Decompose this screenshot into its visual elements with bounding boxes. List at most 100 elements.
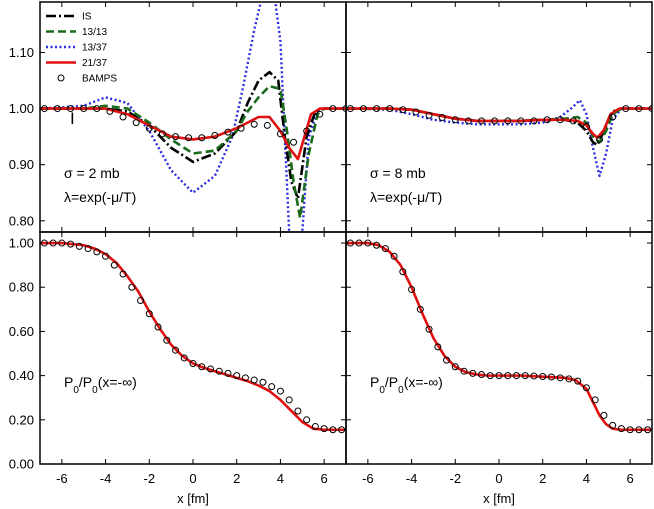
ticks <box>346 232 652 465</box>
bamps-point <box>574 377 582 385</box>
bamps-point <box>338 426 346 434</box>
bamps-point <box>530 372 538 380</box>
bamps-point <box>303 416 311 424</box>
bamps-point <box>93 105 101 113</box>
x-tick-label: -2 <box>144 471 156 486</box>
y-tick-label: 1.00 <box>9 236 34 251</box>
y-tick-label: 0.80 <box>9 213 34 228</box>
series-group <box>40 2 346 232</box>
bamps-point <box>329 426 337 434</box>
bamps-point <box>180 354 188 362</box>
bamps-point <box>198 134 206 142</box>
bamps-point <box>276 130 284 138</box>
bamps-point <box>250 376 258 384</box>
bamps-point <box>582 384 590 392</box>
y-tick-label: 1.10 <box>9 45 34 60</box>
bamps-point <box>137 296 145 304</box>
bamps-point <box>119 270 127 278</box>
bamps-point <box>342 105 346 113</box>
panel-bottom-right: -6 -4 -2 0 2 4 6 x [fm] P0/P0(x=-∞) <box>345 231 653 506</box>
y-tick-label: 0.90 <box>9 157 34 172</box>
bamps-point <box>425 111 433 119</box>
bamps-point <box>648 105 652 113</box>
bamps-point <box>224 128 232 136</box>
bamps-point <box>198 363 206 371</box>
legend-marker <box>57 74 65 82</box>
series-group <box>346 98 652 178</box>
cross-section-annotation: σ = 8 mb <box>370 165 426 181</box>
fugacity-annotation: λ=exp(-μ/T) <box>370 189 442 205</box>
cross-section-annotation: σ = 2 mb <box>64 165 120 181</box>
bamps-point <box>145 124 153 132</box>
series-line-21-37 <box>40 241 346 432</box>
bamps-point <box>600 411 608 419</box>
bamps-point <box>359 105 367 113</box>
bamps-point <box>40 105 48 113</box>
bamps-point <box>67 240 75 248</box>
x-tick-label: 2 <box>233 471 240 486</box>
bamps-point <box>543 116 551 124</box>
bamps-point <box>172 346 180 354</box>
bamps-point <box>626 426 634 434</box>
bamps-point <box>644 426 652 434</box>
bamps-point <box>75 242 83 250</box>
bamps-point <box>355 239 363 247</box>
bamps-point <box>250 120 258 128</box>
bamps-point <box>276 387 284 395</box>
bamps-point <box>294 407 302 415</box>
ticks <box>346 2 652 232</box>
bamps-point <box>469 369 477 377</box>
x-tick-label: 2 <box>539 471 546 486</box>
bamps-point <box>224 369 232 377</box>
bamps-point <box>211 132 219 140</box>
panel-top-left: 0.80 0.90 1.00 1.10 σ = 2 mb λ=exp(-μ/T) I IS 13… <box>9 1 347 233</box>
bamps-point <box>438 114 446 122</box>
bamps-point <box>635 426 643 434</box>
bamps-point <box>364 239 372 247</box>
bamps-point <box>237 124 245 132</box>
bamps-point <box>521 372 529 380</box>
bamps-point <box>517 117 525 125</box>
bamps-point <box>443 356 451 364</box>
series-line-IS <box>40 70 346 200</box>
bamps-point <box>241 374 249 382</box>
bamps-point <box>622 105 630 113</box>
series-line-21-37 <box>40 107 346 161</box>
bamps-point <box>451 363 459 371</box>
series-line-21-37 <box>346 107 652 140</box>
bamps-point <box>259 378 267 386</box>
y-tick-label: 0.40 <box>9 368 34 383</box>
series-group <box>40 239 346 434</box>
series-group <box>346 239 652 434</box>
legend-label: 13/37 <box>82 43 107 54</box>
bamps-point <box>569 117 577 125</box>
y-tick-label: 0.20 <box>9 412 34 427</box>
bamps-point <box>412 108 420 116</box>
x-tick-label: -6 <box>362 471 374 486</box>
x-axis-label: x [fm] <box>177 491 209 506</box>
bamps-point <box>320 425 328 433</box>
bamps-point <box>346 239 354 247</box>
bamps-point <box>290 138 298 146</box>
bamps-point <box>408 285 416 293</box>
bamps-point <box>145 310 153 318</box>
panel-bottom-left: 0.00 0.20 0.40 0.60 0.80 1.00 -6 -4 -2 0 2 4 6 x [fm]… <box>9 231 347 506</box>
bamps-point <box>80 105 88 113</box>
bamps-point <box>53 105 61 113</box>
series-line-13-13 <box>40 84 346 220</box>
bamps-point <box>268 383 276 391</box>
legend-label: BAMPS <box>82 74 117 85</box>
bamps-point <box>128 283 136 291</box>
bamps-point <box>303 127 311 135</box>
bamps-point <box>163 336 171 344</box>
error-bar-annotation: I <box>70 109 75 128</box>
x-axis-label: x [fm] <box>483 491 515 506</box>
bamps-point <box>373 105 381 113</box>
bamps-point <box>106 107 114 115</box>
legend-label: IS <box>82 12 92 23</box>
bamps-point <box>565 375 573 383</box>
bamps-point <box>486 372 494 380</box>
panel-frame <box>39 231 347 465</box>
bamps-point <box>464 117 472 125</box>
